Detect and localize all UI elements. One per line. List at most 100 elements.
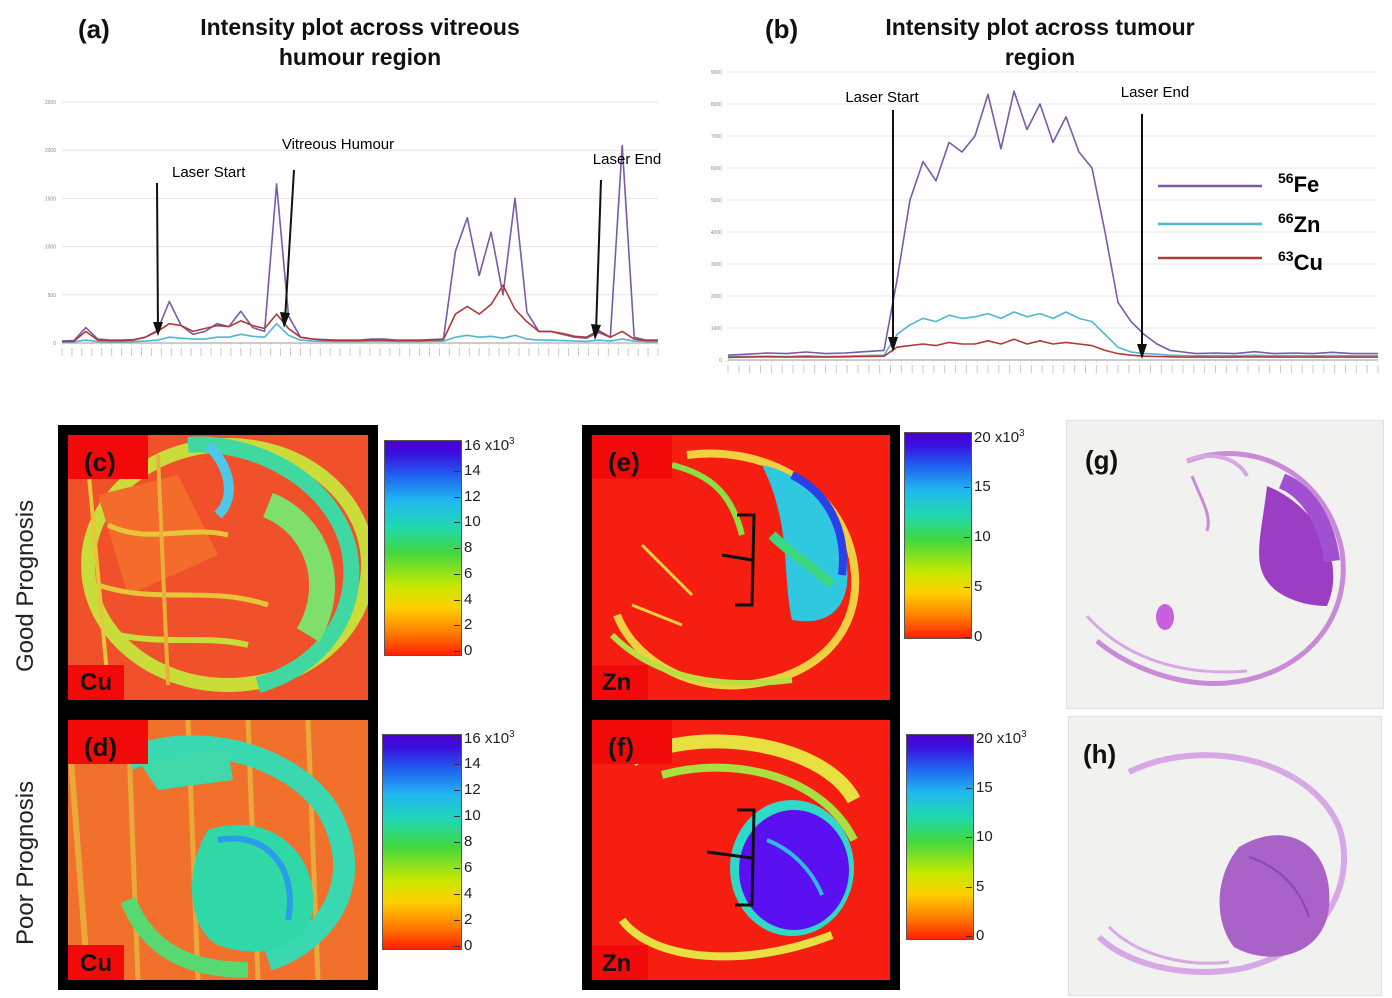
annotation-laser-start: Laser Start (845, 89, 919, 106)
x-tick-label (1150, 365, 1151, 373)
x-tick-label (101, 348, 103, 356)
x-tick-label (409, 348, 411, 356)
panel-a-title-line2: humour region (278, 44, 442, 70)
x-tick-label (944, 365, 946, 373)
x-tick-label (1258, 365, 1260, 373)
x-tick-label (738, 365, 740, 373)
x-tick-label (299, 348, 301, 356)
colorbar-tick (964, 537, 970, 538)
x-tick-label (846, 365, 848, 373)
he-stain-good-image (1085, 451, 1346, 686)
y-tick-label: 2500 (45, 100, 56, 106)
x-tick-label (438, 348, 440, 356)
colorbar-tick (964, 487, 970, 488)
x-tick-label (1063, 365, 1065, 373)
colorbar-tick-label: 8 (464, 539, 473, 556)
x-tick-label (998, 365, 1000, 373)
x-tick-label (955, 365, 956, 373)
x-tick-label (657, 348, 659, 356)
colorbar-tick (454, 573, 460, 575)
x-tick-label (289, 348, 291, 356)
colorbar-tick-label: 10 (464, 513, 481, 531)
colorbar-tick (966, 886, 972, 888)
x-tick-label (1020, 365, 1021, 373)
y-tick-label: 3000 (711, 262, 722, 268)
colorbar-tick-label: 10 (976, 828, 993, 845)
x-tick-label (170, 348, 172, 356)
x-tick-label (825, 365, 826, 373)
intensity-chart-tumour: 0 1000 2000 3000 4000 5000 6000 7000 8000 9000 La… (711, 70, 1379, 373)
annotation-laser-end: Laser End (593, 151, 661, 168)
x-tick-label (792, 365, 794, 373)
panel-c-letter: (c) (84, 447, 116, 477)
colorbar-tick-label: 15 (976, 778, 993, 796)
x-tick-label (1171, 365, 1173, 373)
x-tick-label (518, 348, 520, 356)
chart-b-y-ticks: 0 1000 2000 3000 4000 5000 6000 7000 8000 9000 (711, 70, 722, 364)
cu-map-good-image (68, 435, 368, 700)
x-tick-label (1215, 365, 1216, 373)
laser-start-arrow-shaft (156, 182, 159, 331)
x-tick-label (71, 348, 73, 356)
x-tick-label (814, 365, 816, 373)
zn-map-good: (e) Zn (582, 425, 900, 710)
chart-a-series (61, 144, 658, 343)
laser-end-arrow-head (1137, 344, 1147, 359)
colorbar-exponent: x103 (480, 729, 515, 747)
annotation-vitreous-humour: Vitreous Humour (282, 136, 394, 153)
x-tick-label (770, 365, 772, 373)
x-tick-label (1106, 365, 1108, 373)
colorbar-tick (454, 522, 460, 524)
panel-h-letter: (h) (1083, 739, 1117, 769)
y-tick-label: 2000 (711, 294, 722, 300)
x-tick-label (528, 348, 530, 356)
colorbar-tick-label: 20 x103 (976, 729, 1027, 747)
x-tick-label (1041, 365, 1043, 373)
colorbar-tick-label: 20 x103 (974, 428, 1025, 446)
x-tick-label (627, 348, 629, 356)
y-tick-label: 1000 (45, 245, 56, 251)
x-tick-label (617, 348, 619, 356)
x-tick-label (91, 348, 93, 356)
x-tick-label (538, 348, 540, 356)
series-line-zn (727, 311, 1378, 358)
x-tick-label (61, 348, 63, 356)
x-tick-label (329, 348, 331, 356)
x-tick-label (976, 365, 978, 373)
colorbar-tick-label: 0 (464, 937, 473, 954)
colorbar-exponent-power: 3 (1021, 729, 1027, 740)
colorbar-tick-label: 8 (464, 833, 473, 850)
panel-e-element: Zn (602, 669, 632, 696)
panel-c-element: Cu (80, 669, 112, 696)
x-tick-label (1280, 365, 1281, 373)
colorbar-tick (454, 738, 460, 739)
series-line-fe (61, 144, 658, 342)
x-tick-label (637, 348, 639, 356)
colorbar-tick-label: 4 (464, 885, 473, 902)
row-label-poor-prognosis: Poor Prognosis (12, 780, 39, 945)
legend-fe-label: 56Fe (1278, 170, 1319, 197)
panel-g-letter: (g) (1085, 445, 1119, 475)
x-tick-label (1355, 365, 1357, 373)
x-tick-label (399, 348, 401, 356)
he-stain-poor: (h) (1068, 716, 1382, 996)
zn-map-poor-image (592, 720, 890, 980)
x-tick-label (419, 348, 421, 356)
chart-b-series (727, 90, 1378, 359)
colorbar-tick (454, 894, 460, 895)
colorbar-tick (454, 790, 460, 791)
x-tick-label (1236, 365, 1238, 373)
panel-e-letter: (e) (608, 447, 640, 477)
colorbar-tick (966, 837, 972, 838)
chart-a-x-ticks (61, 343, 659, 356)
panel-b-letter: (b) (765, 14, 799, 44)
x-tick-label (131, 348, 133, 356)
x-tick-label (508, 348, 510, 356)
colorbar-tick (966, 787, 972, 789)
vitreous-arrow-head (280, 312, 290, 328)
annotation-laser-start: Laser Start (172, 164, 246, 181)
x-tick-label (1139, 365, 1141, 373)
colorbar-tick (454, 548, 460, 549)
colorbar-tick (454, 470, 460, 472)
x-tick-label (1377, 365, 1379, 373)
